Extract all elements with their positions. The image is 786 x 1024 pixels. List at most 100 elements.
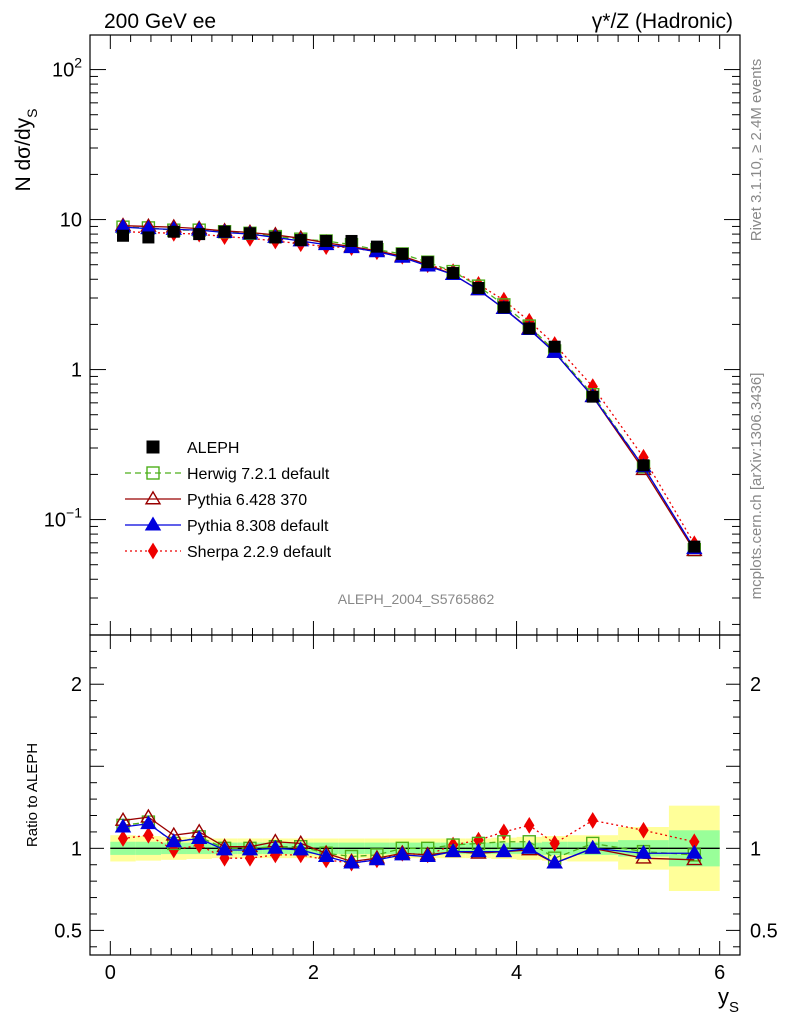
- ratio-point-sherpa: [117, 830, 129, 847]
- legend-item-pythia6: Pythia 6.428 370: [125, 490, 307, 509]
- data-point-data: [472, 281, 485, 294]
- ratio-point-pythia8: [495, 843, 513, 858]
- ratio-y-tick-label-right: 0.5: [750, 920, 778, 942]
- y-tick-label: 10−1: [44, 505, 82, 532]
- x-tick-label: 4: [511, 962, 522, 984]
- ratio-point-pythia8: [317, 848, 335, 862]
- ratio-point-pythia8: [216, 841, 233, 856]
- legend-item-pythia8: Pythia 8.308 default: [125, 516, 329, 535]
- ratio-point-sherpa: [524, 816, 535, 834]
- ratio-series-pythia8: [114, 815, 703, 869]
- data-point-data: [688, 540, 701, 553]
- ratio-y-tick-label-right: 1: [750, 838, 761, 860]
- ratio-point-pythia8: [686, 844, 703, 859]
- data-point-data: [497, 301, 510, 314]
- data-point-data: [269, 231, 282, 244]
- data-point-data: [167, 225, 180, 238]
- legend-item-sherpa: Sherpa 2.2.9 default: [125, 542, 332, 561]
- data-point-data: [294, 234, 307, 247]
- ratio-point-pythia8: [444, 843, 462, 858]
- rivet-version-label: Rivet 3.1.10, ≥ 2.4M events: [748, 59, 765, 242]
- ratio-point-pythia8: [521, 839, 538, 854]
- main-y-axis-label-sub: S: [24, 109, 40, 118]
- data-point-data: [320, 234, 333, 247]
- ratio-y-tick-label: 1: [71, 838, 82, 860]
- ratio-y-tick-label: 2: [71, 674, 82, 696]
- data-point-data: [421, 256, 434, 269]
- ratio-point-pythia8: [267, 839, 284, 854]
- legend-label-sherpa: Sherpa 2.2.9 default: [187, 544, 332, 561]
- legend-marker-pythia6: [144, 490, 162, 505]
- legend-marker-herwig: [146, 466, 160, 480]
- ratio-line-herwig: [122, 821, 695, 859]
- x-axis-label-sub: S: [729, 999, 739, 1016]
- data-point-data: [586, 390, 599, 403]
- legend: ALEPH Herwig 7.2.1 default Pythia 6.428 37…: [125, 440, 332, 561]
- ratio-point-pythia8: [343, 854, 360, 869]
- ratio-panel: 0 2 4 6 0.5 0.5 1 1 2 2: [54, 634, 778, 984]
- data-point-data: [637, 459, 650, 472]
- data-point-data: [523, 322, 536, 335]
- x-axis-label-text: y: [718, 984, 729, 1009]
- y-tick-label: 1: [71, 360, 82, 382]
- ratio-point-pythia8: [114, 818, 132, 833]
- svg-text:N dσ/dyS: N dσ/dyS: [12, 109, 40, 192]
- legend-marker-data: [146, 440, 160, 454]
- ratio-point-sherpa: [219, 849, 230, 867]
- legend-label-data: ALEPH: [187, 440, 239, 457]
- data-point-data: [193, 228, 206, 241]
- ratio-point-pythia8: [546, 854, 563, 869]
- ratio-point-pythia8: [190, 829, 208, 844]
- x-tick-label: 6: [714, 962, 725, 984]
- legend-label-pythia6: Pythia 6.428 370: [187, 492, 307, 509]
- data-point-data: [548, 340, 561, 353]
- ratio-point-pythia8: [584, 839, 601, 854]
- ratio-point-pythia8: [419, 848, 436, 862]
- series-data: [117, 225, 701, 553]
- legend-item-herwig: Herwig 7.2.1 default: [125, 466, 330, 483]
- main-y-axis-label-text: N dσ/dy: [12, 117, 35, 191]
- header-right-title: γ*/Z (Hadronic): [592, 10, 733, 33]
- data-point-data: [370, 240, 383, 253]
- ratio-y-axis-label: Ratio to ALEPH: [24, 743, 41, 847]
- ratio-point-pythia8: [470, 843, 487, 858]
- x-tick-label: 0: [105, 962, 116, 984]
- ratio-point-sherpa: [549, 835, 560, 852]
- legend-marker-sherpa: [147, 542, 159, 560]
- y-tick-label: 102: [52, 55, 82, 82]
- x-tick-label: 2: [308, 962, 319, 984]
- ratio-point-pythia8: [292, 841, 309, 856]
- header-left-title: 200 GeV ee: [104, 10, 216, 33]
- ratio-point-sherpa: [143, 826, 154, 844]
- main-panel: 10−1 1 10 102: [44, 34, 741, 636]
- main-y-axis-label: N dσ/dyS: [12, 109, 40, 192]
- data-point-data: [243, 227, 256, 240]
- ratio-point-pythia8: [165, 833, 183, 848]
- ratio-point-pythia8: [140, 815, 157, 830]
- data-point-data: [447, 267, 460, 280]
- data-point-data: [218, 225, 231, 238]
- ratio-point-pythia8: [635, 844, 652, 859]
- ratio-y-tick-label-right: 2: [750, 674, 761, 696]
- ratio-point-sherpa: [244, 849, 256, 867]
- y-tick-label: 10: [60, 210, 82, 232]
- ratio-point-sherpa: [498, 823, 510, 841]
- legend-item-data: ALEPH: [146, 440, 239, 457]
- mcplots-label: mcplots.cern.ch [arXiv:1306.3436]: [748, 373, 765, 600]
- ratio-line-sherpa: [122, 819, 695, 864]
- x-axis-label: yS: [718, 984, 739, 1016]
- ratio-point-sherpa: [638, 821, 649, 839]
- ratio-point-pythia8: [394, 846, 411, 861]
- legend-label-pythia8: Pythia 8.308 default: [187, 518, 329, 535]
- data-point-data: [142, 231, 155, 244]
- ratio-point-sherpa: [587, 812, 598, 829]
- data-point-data: [345, 234, 358, 247]
- analysis-id-label: ALEPH_2004_S5765862: [338, 591, 495, 607]
- ratio-point-pythia8: [368, 851, 386, 866]
- ratio-point-pythia8: [241, 841, 259, 856]
- legend-label-herwig: Herwig 7.2.1 default: [187, 466, 330, 483]
- ratio-frame: [89, 634, 741, 956]
- data-point-data: [396, 247, 409, 260]
- ratio-y-tick-label: 0.5: [54, 920, 82, 942]
